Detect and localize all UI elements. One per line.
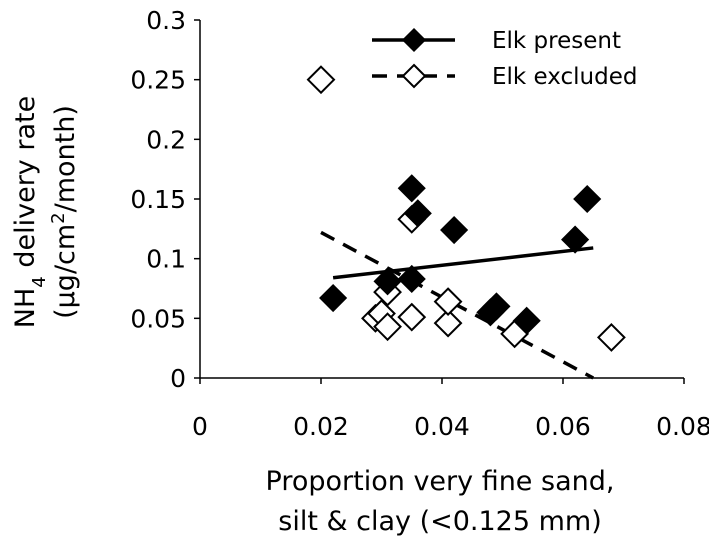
data-points <box>306 65 626 352</box>
legend-label: Elk excluded <box>492 64 637 90</box>
elk-excluded-point <box>373 312 402 342</box>
elk-present-point <box>319 283 348 313</box>
x-tick-label: 0 <box>192 412 208 441</box>
x-tick-label: 0.04 <box>414 412 470 441</box>
elk-excluded-point <box>397 302 427 332</box>
elk-present-point <box>397 264 426 294</box>
y-axis-title-line-2: (µg/cm2/month) <box>48 105 82 319</box>
y-tick-label: 0.3 <box>146 6 186 35</box>
y-tick-label: 0.1 <box>146 245 186 274</box>
y-tick-label: 0.05 <box>130 304 186 333</box>
elk-present-point <box>403 199 432 228</box>
elk-present-point <box>440 215 469 245</box>
elk-excluded-point <box>596 323 626 352</box>
elk-present-point <box>373 267 402 296</box>
y-axis-title-line-1: NH4 delivery rate <box>10 96 50 328</box>
axis-titles: Proportion very fine sand, silt & clay (<… <box>10 96 614 537</box>
x-axis: 0 0.02 0.04 0.06 0.08 <box>192 377 709 441</box>
y-tick-label: 0.15 <box>130 185 186 214</box>
elk-present-point <box>482 292 511 321</box>
elk-present-point <box>561 225 590 254</box>
legend: Elk present Elk excluded <box>372 27 637 90</box>
legend-label: Elk present <box>492 28 621 54</box>
elk-present-point <box>397 174 426 203</box>
elk-excluded-point <box>433 287 463 317</box>
x-tick-label: 0.08 <box>656 412 709 441</box>
x-tick-label: 0.06 <box>535 412 591 441</box>
legend-marker <box>401 63 427 89</box>
legend-marker <box>401 27 427 53</box>
elk-present-point <box>512 306 541 335</box>
x-tick-label: 0.02 <box>293 412 349 441</box>
elk-excluded-point <box>306 65 336 95</box>
x-axis-title-line-2: silt & clay (<0.125 mm) <box>278 506 602 537</box>
elk-excluded-point <box>433 308 463 338</box>
y-tick-label: 0.25 <box>130 66 186 95</box>
y-axis: 0 0.05 0.1 0.15 0.2 0.25 0.3 <box>130 6 201 393</box>
y-tick-label: 0.2 <box>146 125 186 154</box>
trendline-elk-present <box>332 246 594 280</box>
y-tick-label: 0 <box>170 364 186 393</box>
x-axis-title-line-1: Proportion very fine sand, <box>266 466 615 497</box>
elk-present-point <box>573 184 602 214</box>
